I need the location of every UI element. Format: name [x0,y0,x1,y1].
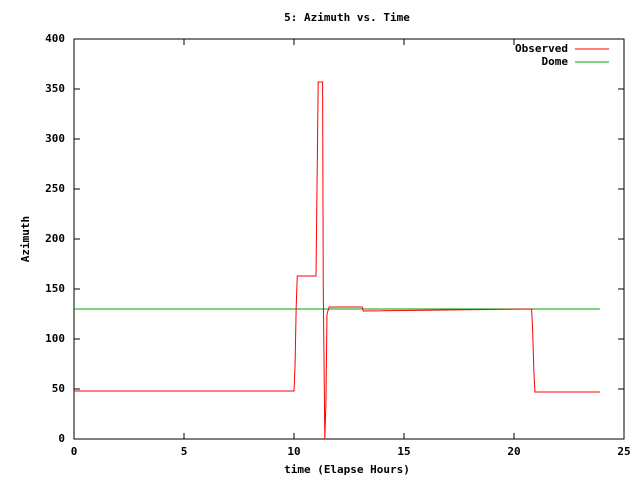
y-tick-label: 150 [45,282,65,295]
x-tick-label: 5 [181,445,188,458]
x-tick-label: 20 [507,445,520,458]
plot-frame [73,38,625,440]
x-tick-label: 10 [287,445,300,458]
y-tick-label: 300 [45,132,65,145]
data-line [74,81,600,440]
x-tick-label: 25 [617,445,630,458]
y-tick-label: 200 [45,232,65,245]
y-tick-label: 0 [58,432,65,445]
y-tick-label: 250 [45,182,65,195]
chart-title: 5: Azimuth vs. Time [284,11,410,24]
y-tick-label: 400 [45,32,65,45]
x-tick-label: 0 [71,445,78,458]
y-tick-label: 350 [45,82,65,95]
y-axis-label: Azimuth [19,216,32,262]
y-tick-label: 50 [52,382,65,395]
legend-label: Observed [515,42,568,55]
x-tick-label: 15 [397,445,410,458]
x-axis-label: time (Elapse Hours) [284,463,410,476]
y-tick-label: 100 [45,332,65,345]
legend-label: Dome [542,55,569,68]
